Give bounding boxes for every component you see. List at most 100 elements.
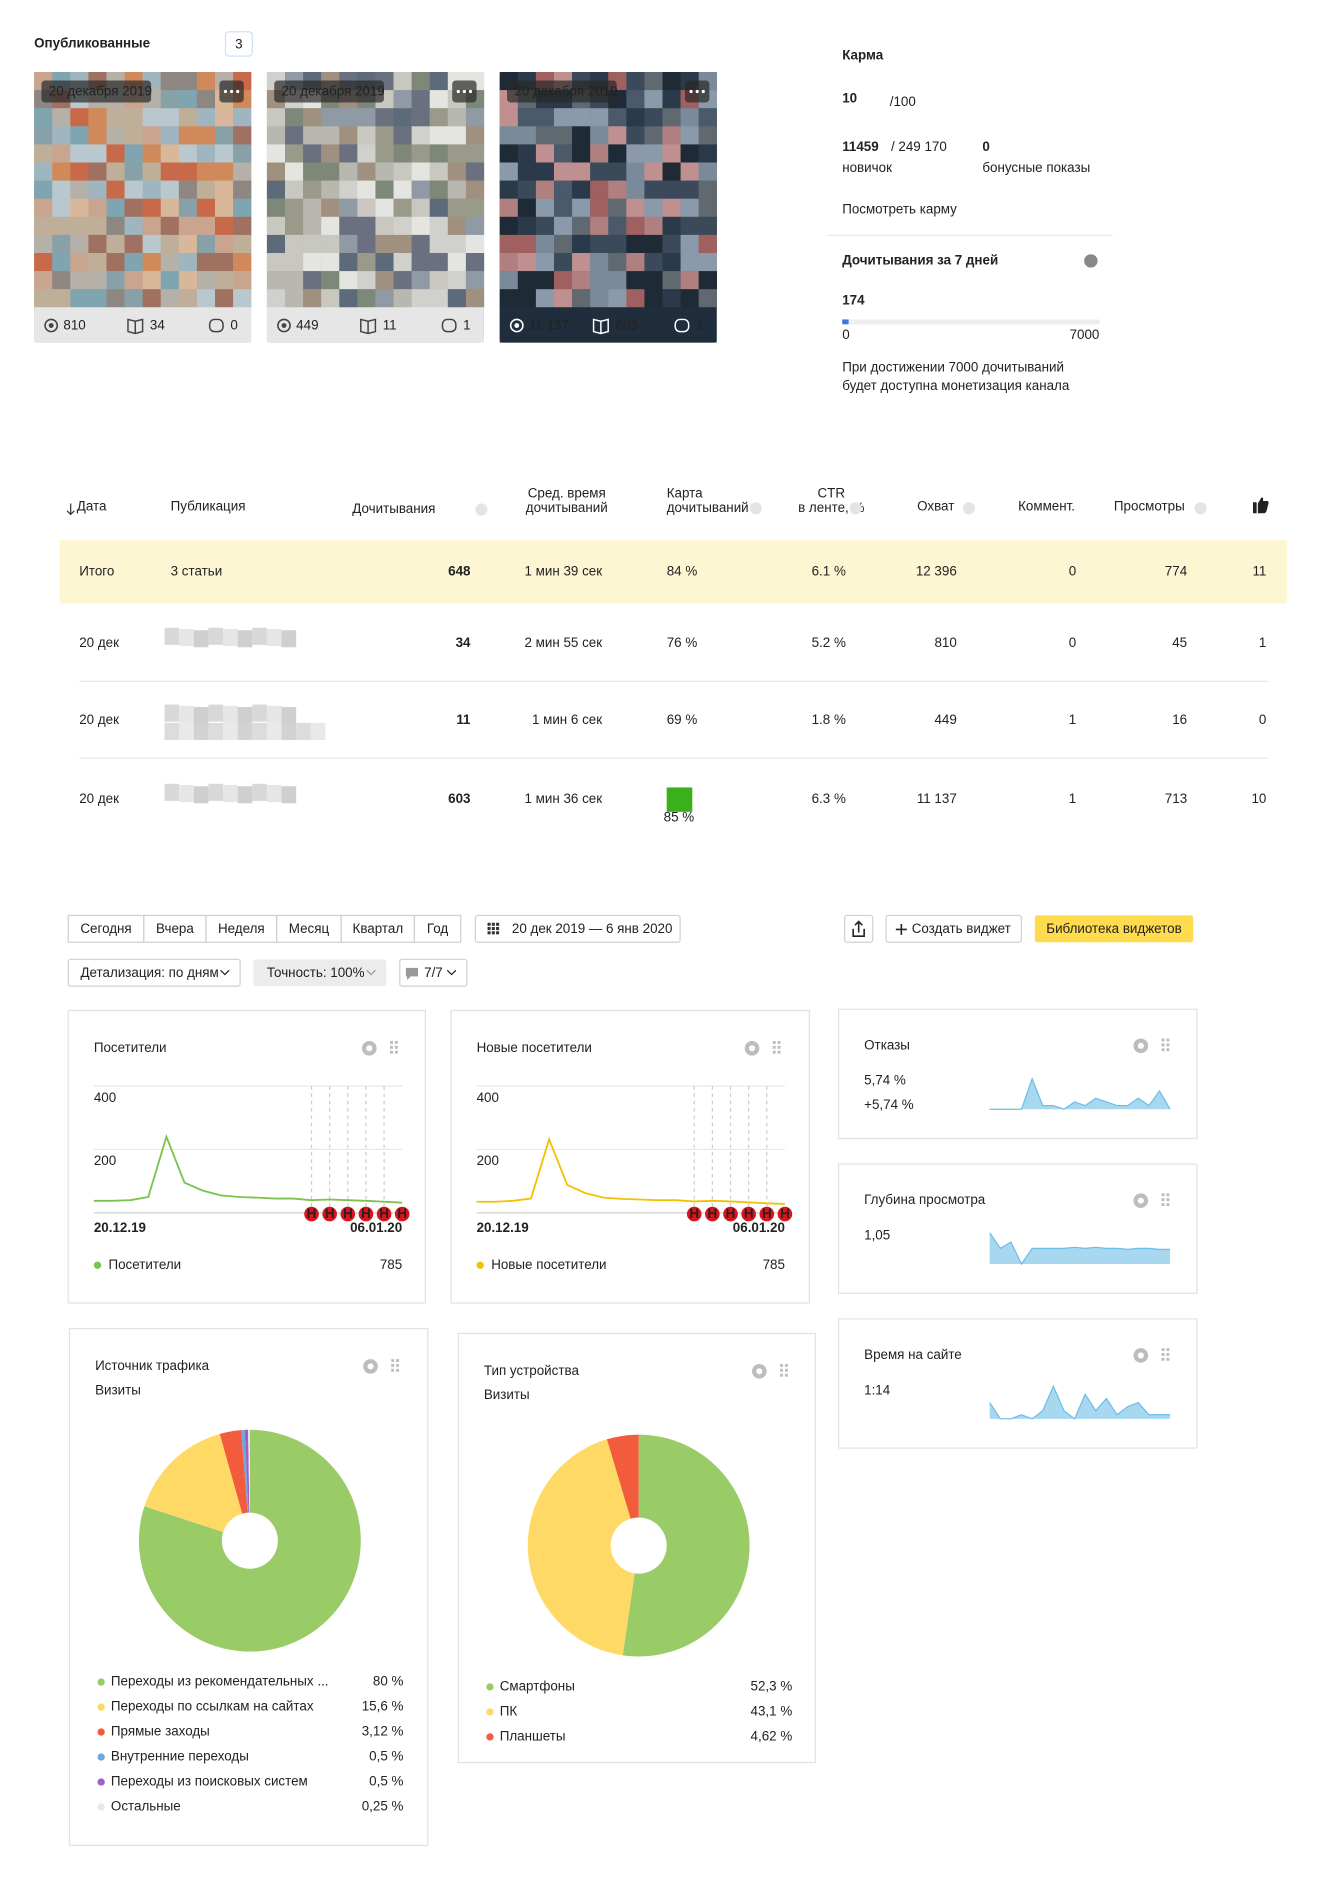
period-button[interactable] xyxy=(276,914,342,943)
filter-icon xyxy=(405,967,419,981)
article-card[interactable] xyxy=(34,72,252,343)
holiday-marker[interactable] xyxy=(759,1206,775,1222)
period-button[interactable] xyxy=(413,914,462,943)
holiday-marker[interactable] xyxy=(723,1206,738,1222)
holiday-marker-label: Н xyxy=(762,1206,772,1221)
reads-icon xyxy=(360,318,377,335)
legend-dot xyxy=(486,1733,494,1741)
help-icon[interactable] xyxy=(749,502,762,515)
karma-title: Карма xyxy=(842,48,884,63)
blur-pixel xyxy=(160,252,180,272)
pie-slice[interactable] xyxy=(622,1434,750,1657)
blur-pixel xyxy=(106,234,125,254)
help-icon[interactable] xyxy=(962,502,976,515)
blur-pixel xyxy=(303,144,322,163)
column-header[interactable]: Карта xyxy=(667,485,703,500)
pie-slice[interactable] xyxy=(219,1430,250,1541)
blurred-title xyxy=(223,705,238,723)
blur-pixel xyxy=(321,252,340,272)
blur-pixel xyxy=(124,180,143,199)
column-header[interactable]: в ленте, % xyxy=(798,500,864,515)
row-date: 20 дек xyxy=(79,635,119,650)
column-header[interactable]: дочитываний xyxy=(667,500,749,515)
blur-pixel xyxy=(411,198,430,217)
holiday-marker[interactable] xyxy=(322,1206,337,1222)
accuracy-label: Точность: 100% xyxy=(267,965,365,980)
blur-pixel xyxy=(321,289,340,308)
blur-pixel xyxy=(142,180,161,199)
blur-pixel xyxy=(357,216,376,236)
column-header[interactable]: Дата xyxy=(77,499,107,514)
column-header[interactable]: Сред. время xyxy=(528,485,606,500)
likes-icon xyxy=(1252,497,1269,514)
karma-bonus-label: бонусные показы xyxy=(982,160,1090,175)
blur-pixel xyxy=(698,216,717,236)
blur-pixel xyxy=(215,108,234,127)
accuracy-select[interactable] xyxy=(253,959,387,987)
blur-pixel xyxy=(321,108,340,127)
blurred-title xyxy=(193,630,209,648)
pie-slice[interactable] xyxy=(606,1434,639,1546)
holiday-marker[interactable] xyxy=(741,1206,756,1222)
column-header[interactable]: дочитываний xyxy=(526,500,608,515)
blur-pixel xyxy=(34,198,53,217)
table-cell: 11 137 xyxy=(917,791,957,806)
menu-dot xyxy=(468,89,473,94)
holiday-marker[interactable] xyxy=(376,1206,392,1222)
blurred-title xyxy=(281,630,297,648)
date-range-button[interactable] xyxy=(474,914,681,943)
table-cell: 648 xyxy=(448,563,471,578)
drag-dot xyxy=(1161,1198,1165,1202)
column-header[interactable]: Публикация xyxy=(171,499,246,514)
pie-slice[interactable] xyxy=(527,1439,639,1656)
blur-pixel xyxy=(196,90,216,109)
create-widget-button[interactable] xyxy=(885,914,1022,943)
column-header[interactable]: Коммент. xyxy=(1018,499,1075,514)
drag-dot xyxy=(391,1359,395,1363)
period-button[interactable] xyxy=(205,914,278,943)
column-header[interactable]: Дочитывания xyxy=(352,501,435,516)
holiday-marker[interactable] xyxy=(705,1206,720,1222)
widget-panel xyxy=(837,1318,1198,1449)
menu-dot xyxy=(695,89,699,94)
blur-pixel xyxy=(429,126,448,145)
holiday-marker[interactable] xyxy=(777,1206,793,1222)
blur-pixel xyxy=(178,180,198,199)
blur-pixel xyxy=(411,289,430,308)
holiday-marker[interactable] xyxy=(340,1206,356,1222)
pie-slice[interactable] xyxy=(144,1433,250,1541)
blur-pixel xyxy=(626,90,645,109)
holiday-marker[interactable] xyxy=(394,1206,410,1222)
detail-select[interactable] xyxy=(67,958,241,987)
karma-link[interactable]: Посмотреть карму xyxy=(842,201,957,216)
help-icon[interactable] xyxy=(1084,254,1098,268)
blur-pixel xyxy=(535,216,555,236)
filter-select[interactable] xyxy=(399,958,468,987)
blur-pixel xyxy=(160,90,180,109)
help-icon[interactable] xyxy=(849,502,862,515)
blur-pixel xyxy=(357,289,376,308)
help-icon[interactable] xyxy=(475,503,488,516)
blur-pixel xyxy=(572,198,591,217)
article-card[interactable] xyxy=(266,72,485,343)
holiday-marker[interactable] xyxy=(686,1206,702,1222)
blur-pixel xyxy=(196,289,216,308)
blurred-title xyxy=(281,707,297,725)
article-card[interactable] xyxy=(499,72,717,343)
holiday-marker[interactable] xyxy=(358,1206,374,1222)
blur-pixel xyxy=(215,198,234,217)
blur-pixel xyxy=(303,234,322,254)
help-icon[interactable] xyxy=(1194,502,1207,515)
period-button[interactable] xyxy=(340,914,416,943)
blur-pixel xyxy=(411,234,430,254)
library-button[interactable] xyxy=(1034,915,1194,943)
holiday-marker[interactable] xyxy=(304,1206,319,1222)
column-header[interactable]: Просмотры xyxy=(1114,499,1185,514)
column-header[interactable]: CTR xyxy=(817,485,845,500)
count-badge xyxy=(224,31,253,57)
blur-pixel xyxy=(142,216,161,236)
blur-pixel xyxy=(535,289,555,308)
period-button[interactable] xyxy=(143,914,207,943)
column-header[interactable]: Охват xyxy=(917,499,954,514)
